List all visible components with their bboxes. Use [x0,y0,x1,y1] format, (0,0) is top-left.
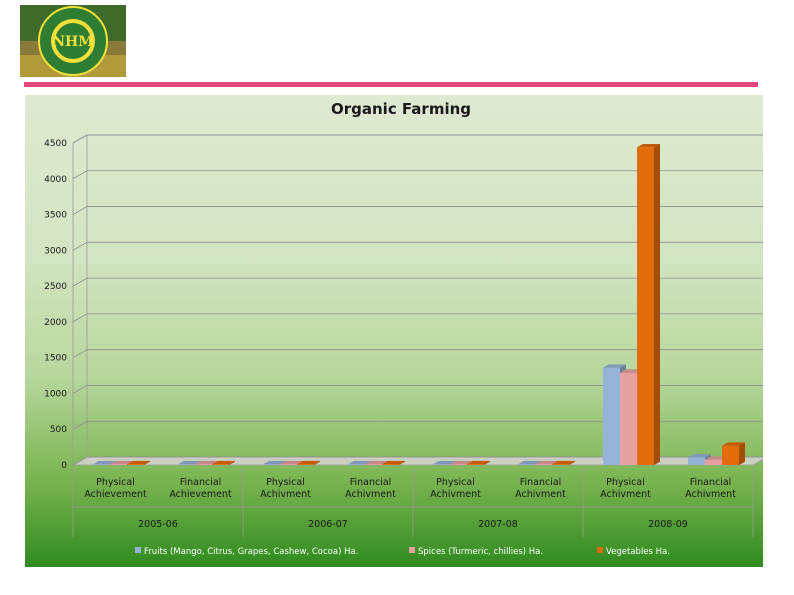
chart-panel: Organic Farming 0 500 1000 1500 2000 2500 3000… [25,95,763,567]
gridline [72,456,763,466]
legend-label: Vegetables Ha. [606,547,670,557]
category-label-line2: Achivment [345,489,396,500]
category-label-line1: Financial [180,477,222,488]
category-label-line2: Achievement [84,489,147,500]
organic-farming-chart: Organic Farming 0 500 1000 1500 2000 2500 3000… [44,100,763,557]
category-label-line1: Financial [520,477,562,488]
group-label: 2005-06 [138,519,178,530]
header-rule [24,82,758,87]
y-tick-label: 4500 [44,139,67,149]
bar-vegetables [297,460,320,465]
legend-item-vegetables: Vegetables Ha. [597,547,670,557]
legend-swatch [409,547,415,553]
y-tick-label: 2500 [44,282,67,292]
axis-layer: 0 500 1000 1500 2000 2500 3000 3500 4000 4500 [44,139,67,471]
bar-vegetables [127,460,150,465]
label-layer: PhysicalAchievementFinancialAchievement2… [72,469,754,537]
category-label-line1: Financial [350,477,392,488]
legend-item-spices: Spices (Turmeric, chillies) Ha. [409,547,543,557]
legend-item-fruits: Fruits (Mango, Citrus, Grapes, Cashew, C… [135,547,358,557]
category-label-line1: Physical [436,477,475,488]
legend: Fruits (Mango, Citrus, Grapes, Cashew, C… [135,547,670,557]
y-tick-label: 1500 [44,354,67,364]
gridline [72,241,763,251]
group-label: 2006-07 [308,519,348,530]
bar-layer [93,143,745,465]
bar-vegetables [382,460,405,465]
y-tick-label: 2000 [44,318,67,328]
category-label-line2: Achievement [169,489,232,500]
legend-label: Fruits (Mango, Citrus, Grapes, Cashew, C… [144,547,358,557]
y-tick-label: 0 [61,461,67,471]
bar-vegetables [467,460,490,465]
bar-vegetables [722,442,745,465]
gridline [72,277,763,287]
gridline [72,420,763,430]
category-label-line2: Achivment [600,489,651,500]
y-tick-label: 3000 [44,246,67,256]
group-label: 2008-09 [648,519,688,530]
nhm-logo-graphic: NHM [20,5,126,77]
category-label-line1: Physical [96,477,135,488]
category-label-line1: Physical [266,477,305,488]
y-tick-label: 500 [50,425,67,435]
y-tick-label: 4000 [44,175,67,185]
logo-text: NHM [52,34,94,50]
bar-vegetables [212,460,235,465]
y-tick-label: 1000 [44,389,67,399]
gridline [72,313,763,323]
legend-swatch [135,547,141,553]
gridline [72,349,763,359]
gridline [72,385,763,394]
nhm-logo: NHM [20,5,126,77]
legend-swatch [597,547,603,553]
category-label-line2: Achivment [430,489,481,500]
category-label-line2: Achivment [685,489,736,500]
gridline [72,134,763,144]
bar-vegetables [637,143,660,465]
legend-label: Spices (Turmeric, chillies) Ha. [418,547,543,557]
side-wall [72,134,88,465]
group-label: 2007-08 [478,519,518,530]
bar-vegetables [552,460,575,465]
gridline [72,206,763,215]
gridline [72,170,763,180]
y-tick-label: 3500 [44,211,67,221]
back-wall [86,134,763,458]
category-label-line2: Achivment [260,489,311,500]
category-label-line2: Achivment [515,489,566,500]
chart-title: Organic Farming [331,100,471,118]
category-label-line1: Financial [690,477,732,488]
category-label-line1: Physical [606,477,645,488]
